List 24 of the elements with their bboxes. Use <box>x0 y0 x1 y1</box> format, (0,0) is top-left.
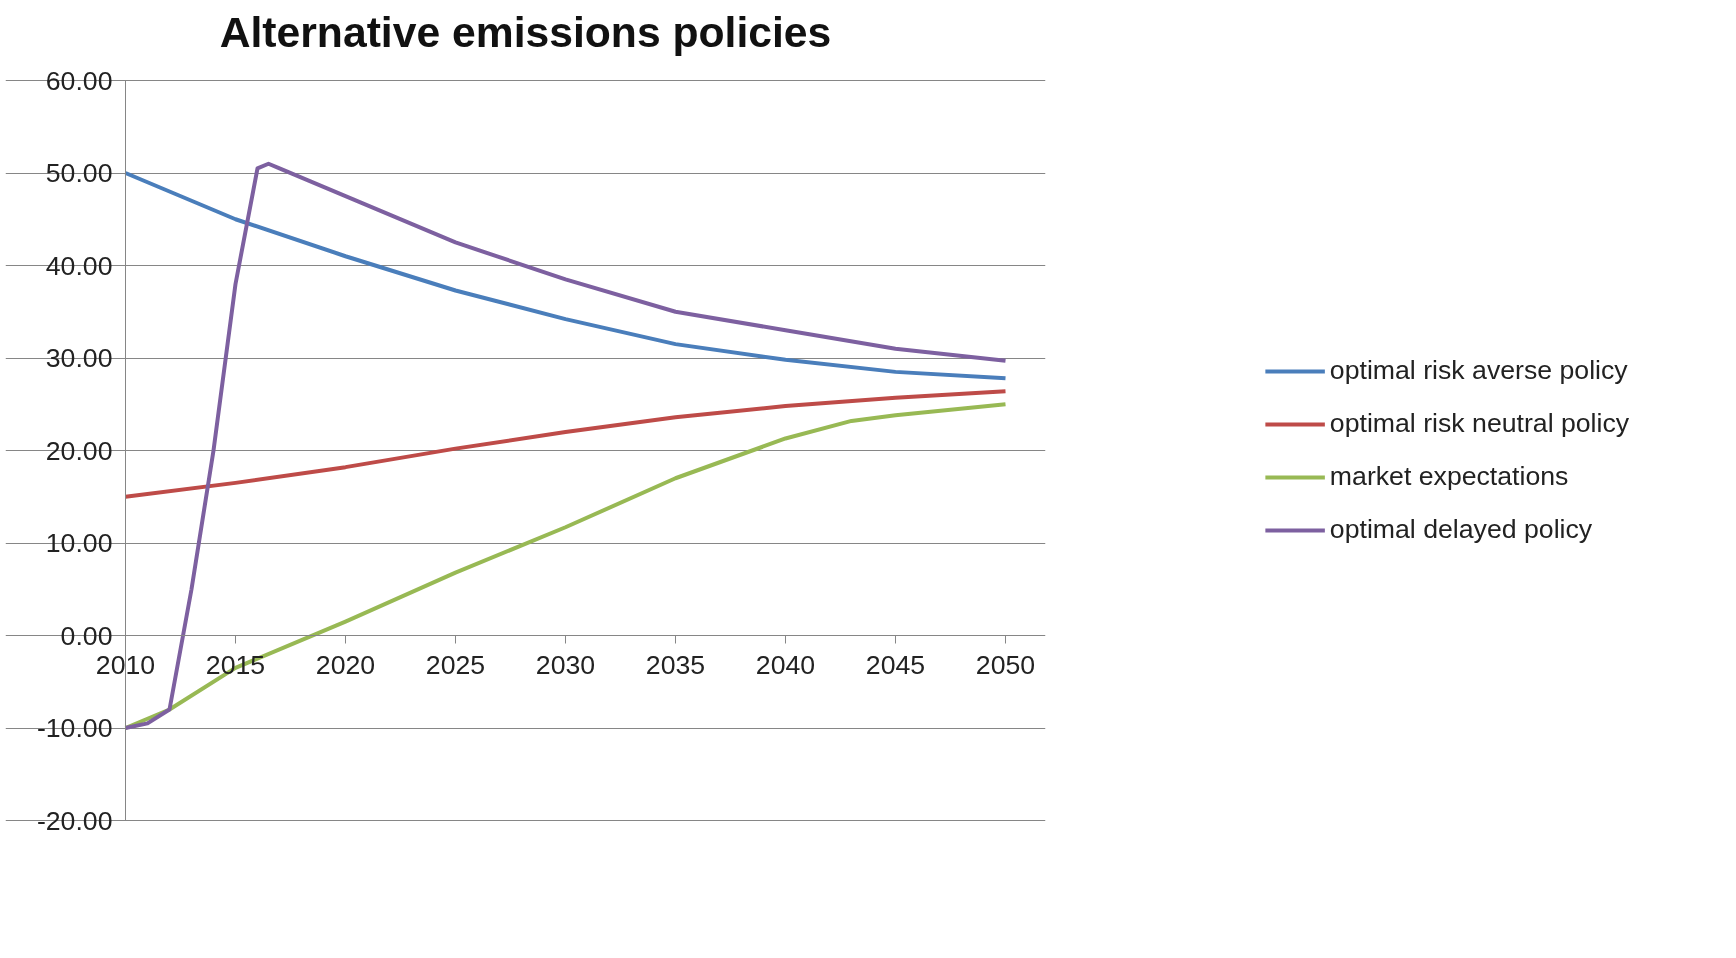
x-tick-label: 2010 <box>95 649 156 680</box>
legend-label: market expectations <box>1329 461 1569 492</box>
chart-title: Alternative emissions policies <box>219 7 832 56</box>
legend-label: optimal risk averse policy <box>1329 355 1628 386</box>
y-tick-label: -10.00 <box>36 713 113 743</box>
x-tick-label: 2020 <box>315 649 376 680</box>
x-tick-label: 2045 <box>865 649 926 680</box>
x-tick-label: 2035 <box>645 649 706 680</box>
y-tick-label: 60.00 <box>45 65 113 96</box>
legend-label: optimal risk neutral policy <box>1329 408 1630 439</box>
y-tick-label: 30.00 <box>45 343 113 373</box>
x-tick-label: 2025 <box>425 649 486 680</box>
y-tick-label: 10.00 <box>45 528 113 558</box>
x-tick-label: 2040 <box>755 649 816 680</box>
line-series <box>123 171 1008 381</box>
y-tick-label: 50.00 <box>45 158 113 188</box>
legend-label: optimal delayed policy <box>1329 514 1593 545</box>
y-tick-label: 40.00 <box>45 250 113 281</box>
x-tick-label: 2030 <box>535 649 596 680</box>
y-tick-label: -20.00 <box>36 805 113 836</box>
y-tick-label: 20.00 <box>45 435 113 466</box>
line-series <box>123 389 1008 499</box>
x-tick-label: 2050 <box>975 649 1036 680</box>
y-tick-label: 0.00 <box>60 620 113 651</box>
